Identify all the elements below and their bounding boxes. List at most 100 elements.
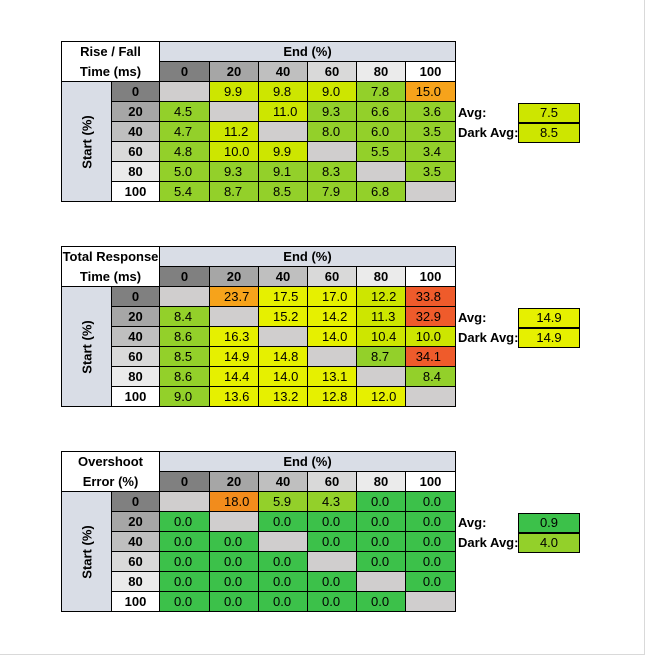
value-cell: 0.0 <box>159 571 211 592</box>
avg-value: 0.9 <box>518 513 580 533</box>
table-row: 20 0.0 0.0 0.0 0.0 0.0 <box>62 511 456 532</box>
table-row: 20 8.4 15.2 14.2 11.3 32.9 <box>62 306 456 327</box>
value-cell: 14.9 <box>209 346 259 367</box>
value-cell: 0.0 <box>209 531 260 552</box>
value-cell <box>356 161 407 182</box>
column-header: 100 <box>405 266 456 287</box>
row-header: 60 <box>110 551 161 572</box>
row-header: 60 <box>111 346 160 367</box>
dark-avg-value: 14.9 <box>518 328 580 348</box>
table-row: 40 0.0 0.0 0.0 0.0 0.0 <box>62 531 456 552</box>
value-cell: 0.0 <box>405 531 456 552</box>
value-cell: 9.3 <box>307 101 358 122</box>
column-header: 80 <box>356 471 407 492</box>
value-cell: 12.0 <box>356 386 406 407</box>
row-header: 0 <box>110 491 161 512</box>
value-cell: 8.5 <box>159 346 210 367</box>
value-cell: 3.4 <box>405 141 456 162</box>
value-cell: 0.0 <box>405 491 456 512</box>
table-title-line1: Overshoot <box>60 451 161 472</box>
value-cell: 0.0 <box>159 531 211 552</box>
start-axis-text: Start (%) <box>79 524 94 579</box>
table-title-line2: Time (ms) <box>60 61 161 82</box>
column-header: 0 <box>159 471 211 492</box>
value-cell <box>258 326 308 347</box>
table-row: 60 8.5 14.9 14.8 8.7 34.1 <box>62 346 456 367</box>
value-cell: 3.5 <box>405 161 456 182</box>
value-cell: 9.8 <box>258 81 309 102</box>
table-title-line1: Total Response <box>61 246 160 267</box>
row-header: 20 <box>110 511 161 532</box>
row-header: 40 <box>110 121 161 142</box>
table-row: 100 9.0 13.6 13.2 12.8 12.0 <box>62 386 456 407</box>
value-cell: 3.6 <box>405 101 456 122</box>
value-cell: 0.0 <box>405 571 456 592</box>
table-row: 60 4.8 10.0 9.9 5.5 3.4 <box>62 141 456 162</box>
row-header: 20 <box>110 101 161 122</box>
column-header: 80 <box>356 61 407 82</box>
value-cell: 7.8 <box>356 81 407 102</box>
value-cell <box>159 491 211 512</box>
value-cell: 11.0 <box>258 101 309 122</box>
start-axis-label: Start (%) <box>61 81 112 202</box>
value-cell: 9.9 <box>258 141 309 162</box>
value-cell: 32.9 <box>405 306 456 327</box>
value-cell: 0.0 <box>209 571 260 592</box>
column-header: 20 <box>209 61 260 82</box>
value-cell: 5.0 <box>159 161 211 182</box>
response-table: Overshoot End (%) Error (%) 0 20 40 60 80 100 Sta… <box>60 451 456 612</box>
value-cell <box>356 366 406 387</box>
column-header: 40 <box>258 266 308 287</box>
table-row: 40 4.7 11.2 8.0 6.0 3.5 <box>62 121 456 142</box>
row-header: 80 <box>110 571 161 592</box>
column-header: 0 <box>159 266 210 287</box>
column-header: 60 <box>307 471 358 492</box>
row-header: 100 <box>110 591 161 612</box>
value-cell <box>209 306 259 327</box>
value-cell <box>307 346 357 367</box>
value-cell: 0.0 <box>356 491 407 512</box>
value-cell: 0.0 <box>307 531 358 552</box>
value-cell: 8.4 <box>159 306 210 327</box>
table-row: 80 8.6 14.4 14.0 13.1 8.4 <box>62 366 456 387</box>
table-row: Start (%) 0 18.0 5.9 4.3 0.0 0.0 <box>61 491 456 612</box>
end-axis-label: End (%) <box>159 41 456 62</box>
column-header: 40 <box>258 471 309 492</box>
value-cell: 4.5 <box>159 101 211 122</box>
value-cell <box>405 181 456 202</box>
value-cell <box>405 386 456 407</box>
value-cell: 0.0 <box>356 551 407 572</box>
value-cell: 16.3 <box>209 326 259 347</box>
column-header: 100 <box>405 471 456 492</box>
dark-avg-label: Dark Avg: <box>458 125 519 140</box>
table-row: 100 5.4 8.7 8.5 7.9 6.8 <box>62 181 456 202</box>
value-cell: 17.5 <box>258 286 308 307</box>
value-cell <box>159 81 211 102</box>
row-header: 0 <box>111 286 160 307</box>
avg-label: Avg: <box>458 105 487 120</box>
value-cell: 17.0 <box>307 286 357 307</box>
value-cell: 10.4 <box>356 326 406 347</box>
value-cell: 13.2 <box>258 386 308 407</box>
value-cell: 4.3 <box>307 491 358 512</box>
value-cell <box>356 571 407 592</box>
value-cell: 14.0 <box>258 366 308 387</box>
avg-label: Avg: <box>458 515 487 530</box>
value-cell: 5.4 <box>159 181 211 202</box>
column-header: 20 <box>209 471 260 492</box>
table-title-line1: Rise / Fall <box>60 41 161 62</box>
value-cell: 0.0 <box>258 571 309 592</box>
row-header: 100 <box>110 181 161 202</box>
value-cell: 8.3 <box>307 161 358 182</box>
value-cell: 5.5 <box>356 141 407 162</box>
value-cell: 6.6 <box>356 101 407 122</box>
response-table: Total Response End (%) Time (ms) 0 20 40 60 80 1… <box>61 246 456 407</box>
value-cell: 12.2 <box>356 286 406 307</box>
value-cell: 14.2 <box>307 306 357 327</box>
value-cell: 14.0 <box>307 326 357 347</box>
table-row: Start (%) 0 23.7 17.5 17.0 12.2 33.8 <box>61 286 456 407</box>
value-cell: 0.0 <box>307 571 358 592</box>
column-header: 20 <box>209 266 259 287</box>
value-cell <box>258 531 309 552</box>
row-header: 80 <box>111 366 160 387</box>
